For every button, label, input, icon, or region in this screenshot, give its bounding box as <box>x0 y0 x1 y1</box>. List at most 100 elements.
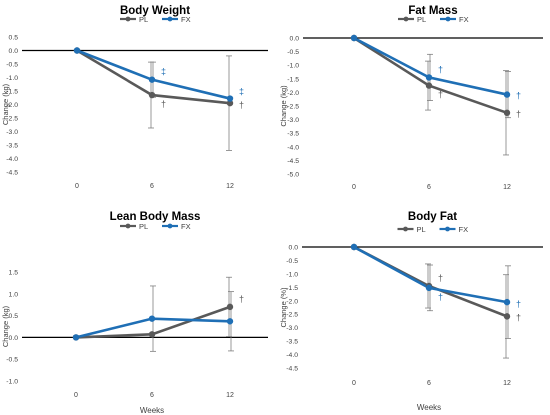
legend-item-pl: PL <box>397 225 426 234</box>
y-tick-label: -0.5 <box>6 357 18 364</box>
x-tick-label: 6 <box>150 392 154 399</box>
y-tick-label: -3.0 <box>287 117 299 124</box>
chart-title: Lean Body Mass <box>110 211 201 223</box>
data-point-fx <box>148 76 156 83</box>
legend-item-pl: PL <box>120 15 148 24</box>
data-point-fx <box>72 334 80 341</box>
legend-item-fx: FX <box>162 222 191 231</box>
data-point-pl <box>226 303 234 311</box>
y-tick-label: -3.5 <box>6 143 18 150</box>
data-point-pl <box>226 99 234 107</box>
legend-item-fx: FX <box>440 15 469 24</box>
y-tick-label: 0.5 <box>9 35 19 42</box>
data-point-pl <box>425 82 433 89</box>
x-tick-label: 0 <box>75 183 79 190</box>
significance-marker: † <box>239 100 244 110</box>
y-tick-label: 0.5 <box>9 313 19 320</box>
legend-label: FX <box>459 15 469 24</box>
data-point-fx <box>73 47 81 54</box>
y-tick-label: -4.5 <box>6 170 18 177</box>
data-point-fx <box>350 243 358 251</box>
data-point-fx <box>425 284 433 292</box>
y-tick-label: -3.5 <box>287 131 299 138</box>
x-axis-label: Weeks <box>140 406 164 415</box>
x-tick-label: 0 <box>74 392 78 399</box>
data-point-pl <box>503 313 511 320</box>
significance-marker: † <box>161 99 166 109</box>
chart-title: Body Weight <box>120 5 190 17</box>
legend-marker <box>403 16 409 22</box>
y-tick-label: -4.5 <box>287 158 299 165</box>
y-tick-label: -4.0 <box>6 156 18 163</box>
x-tick-label: 0 <box>352 380 356 387</box>
y-tick-label: -1.0 <box>286 271 298 278</box>
data-point-fx <box>226 95 234 102</box>
legend-label: FX <box>459 225 469 234</box>
y-tick-label: -5.0 <box>287 172 299 179</box>
y-tick-label: 0.0 <box>9 335 19 342</box>
significance-marker: † <box>438 273 443 283</box>
y-axis-label: Change (%) <box>279 287 288 328</box>
legend-label: PL <box>139 15 148 24</box>
y-tick-label: -3.5 <box>286 339 298 346</box>
y-tick-label: 0.0 <box>9 48 19 55</box>
legend-item-pl: PL <box>398 15 426 24</box>
legend-item-pl: PL <box>120 222 148 231</box>
legend-marker <box>445 16 451 22</box>
significance-marker: † <box>438 64 443 74</box>
legend-item-fx: FX <box>162 15 191 24</box>
y-tick-label: -0.5 <box>286 258 298 265</box>
y-tick-label: -3.0 <box>6 129 18 136</box>
y-tick-label: -1.5 <box>287 76 299 83</box>
legend-marker <box>167 223 173 229</box>
series-line-fx <box>76 49 231 100</box>
chart-body-fat: Body Fat PL FX 0.0 -0.5 -1.0 -1.5 -2.0 -2.5 -3.0 -… <box>279 211 543 412</box>
x-tick-label: 6 <box>427 184 431 191</box>
y-tick-label: -2.5 <box>287 104 299 111</box>
y-tick-label: -4.0 <box>286 352 298 359</box>
legend-label: FX <box>181 222 191 231</box>
significance-marker: † <box>516 109 521 119</box>
x-tick-label: 12 <box>503 380 511 387</box>
x-tick-label: 12 <box>503 184 511 191</box>
y-axis-label: Change (kg) <box>279 85 288 127</box>
legend-marker <box>125 223 131 229</box>
y-tick-label: -1.5 <box>6 89 18 96</box>
y-tick-label: -2.0 <box>287 90 299 97</box>
y-tick-label: 1.0 <box>9 291 19 298</box>
data-point-fx <box>148 315 156 322</box>
series-line-fx <box>353 245 508 304</box>
significance-marker: † <box>239 294 244 304</box>
significance-marker: † <box>516 312 521 322</box>
y-tick-label: -1.0 <box>6 75 18 82</box>
x-tick-label: 6 <box>427 380 431 387</box>
y-axis-label: Change (kg) <box>1 83 10 125</box>
y-tick-label: -4.5 <box>286 366 298 373</box>
x-tick-label: 6 <box>150 183 154 190</box>
x-tick-label: 0 <box>352 184 356 191</box>
chart-title: Body Fat <box>408 211 457 223</box>
x-axis-label: Weeks <box>417 403 441 412</box>
x-tick-label: 12 <box>226 392 234 399</box>
legend-label: FX <box>181 15 191 24</box>
significance-marker: † <box>516 299 521 309</box>
y-tick-label: -2.5 <box>286 312 298 319</box>
data-point-pl <box>148 91 156 99</box>
y-tick-label: -2.0 <box>286 298 298 305</box>
y-tick-label: 0.0 <box>290 36 300 43</box>
legend-label: PL <box>139 222 148 231</box>
y-tick-label: -1.0 <box>287 63 299 70</box>
legend-marker <box>403 226 408 232</box>
y-tick-label: -0.5 <box>6 62 18 69</box>
y-tick-label: 0.0 <box>289 245 299 252</box>
y-tick-label: 1.5 <box>9 270 19 277</box>
legend-marker <box>125 16 131 22</box>
data-point-fx <box>425 74 433 81</box>
legend-marker <box>167 16 173 22</box>
significance-marker: † <box>438 90 443 100</box>
y-tick-label: -2.5 <box>6 116 18 123</box>
y-axis-label: Change (kg) <box>1 305 10 347</box>
